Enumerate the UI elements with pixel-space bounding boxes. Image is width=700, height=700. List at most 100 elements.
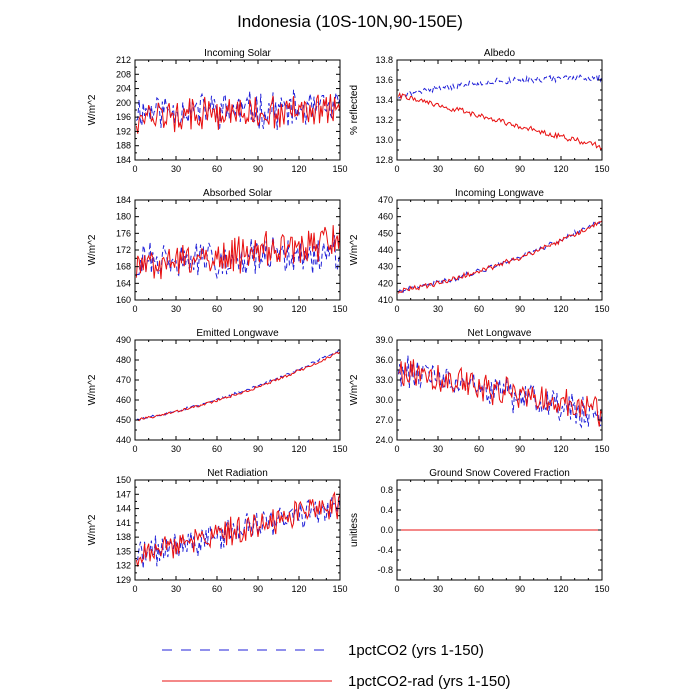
- y-tick-label-absorbed-solar: 168: [116, 262, 131, 272]
- y-tick-label-net-radiation: 150: [116, 475, 131, 485]
- x-tick-label-net-longwave: 0: [394, 444, 399, 454]
- x-tick-label-albedo: 0: [394, 164, 399, 174]
- x-tick-label-incoming-longwave: 0: [394, 304, 399, 314]
- x-tick-label-net-radiation: 150: [332, 584, 347, 594]
- series-line-1pctco2-rad-yrs-1-150-albedo: [397, 91, 602, 151]
- y-tick-label-incoming-longwave: 470: [378, 195, 393, 205]
- panel-title-absorbed-solar: Absorbed Solar: [203, 188, 273, 199]
- y-tick-label-incoming-longwave: 460: [378, 212, 393, 222]
- y-tick-label-incoming-solar: 196: [116, 112, 131, 122]
- series-line-1pctco2-rad-yrs-1-150-incoming-longwave: [397, 220, 602, 294]
- series-line-1pctco2-rad-yrs-1-150-net-radiation: [135, 491, 340, 567]
- y-tick-label-net-longwave: 24.0: [375, 435, 393, 445]
- y-tick-label-emitted-longwave: 440: [116, 435, 131, 445]
- x-tick-label-albedo: 120: [553, 164, 568, 174]
- x-tick-label-incoming-solar: 120: [291, 164, 306, 174]
- y-tick-label-incoming-longwave: 420: [378, 278, 393, 288]
- plot-frame-albedo: [396, 59, 603, 161]
- y-tick-label-ground-snow-covered-fraction: -0.8: [377, 565, 393, 575]
- x-tick-label-net-radiation: 60: [212, 584, 222, 594]
- y-axis-label-incoming-longwave: W/m^2: [349, 234, 360, 265]
- y-axis-label-net-radiation: W/m^2: [87, 514, 98, 545]
- y-tick-label-albedo: 12.8: [375, 155, 393, 165]
- y-axis-label-incoming-solar: W/m^2: [87, 94, 98, 125]
- y-axis-label-ground-snow-covered-fraction: unitless: [349, 513, 360, 547]
- x-tick-label-ground-snow-covered-fraction: 120: [553, 584, 568, 594]
- x-tick-label-absorbed-solar: 30: [171, 304, 181, 314]
- panel-title-albedo: Albedo: [484, 48, 516, 59]
- y-tick-label-incoming-longwave: 440: [378, 245, 393, 255]
- series-line-1pctco2-rad-yrs-1-150-incoming-solar: [135, 94, 340, 134]
- x-tick-label-absorbed-solar: 120: [291, 304, 306, 314]
- series-line-1pctco2-yrs-1-150-emitted-longwave: [136, 348, 340, 421]
- x-tick-label-net-radiation: 120: [291, 584, 306, 594]
- panel-title-ground-snow-covered-fraction: Ground Snow Covered Fraction: [429, 468, 570, 479]
- x-tick-label-net-radiation: 30: [171, 584, 181, 594]
- x-tick-label-absorbed-solar: 0: [132, 304, 137, 314]
- y-tick-label-net-radiation: 144: [116, 504, 131, 514]
- x-tick-label-ground-snow-covered-fraction: 60: [474, 584, 484, 594]
- y-tick-label-emitted-longwave: 460: [116, 395, 131, 405]
- x-tick-label-emitted-longwave: 60: [212, 444, 222, 454]
- y-tick-label-emitted-longwave: 450: [116, 415, 131, 425]
- y-tick-label-net-radiation: 135: [116, 546, 131, 556]
- y-tick-label-emitted-longwave: 470: [116, 375, 131, 385]
- x-tick-label-absorbed-solar: 150: [332, 304, 347, 314]
- y-tick-label-ground-snow-covered-fraction: -0.4: [377, 545, 393, 555]
- y-tick-label-absorbed-solar: 176: [116, 228, 131, 238]
- x-tick-label-incoming-solar: 60: [212, 164, 222, 174]
- y-tick-label-incoming-solar: 208: [116, 69, 131, 79]
- y-tick-label-incoming-solar: 184: [116, 155, 131, 165]
- x-tick-label-incoming-longwave: 60: [474, 304, 484, 314]
- series-line-1pctco2-yrs-1-150-net-radiation: [135, 496, 340, 569]
- x-tick-label-net-longwave: 30: [433, 444, 443, 454]
- panel-albedo: Albedo % reflected 0 30 60 90 120 150 12.8 13.0 13…: [349, 48, 610, 174]
- x-tick-label-incoming-solar: 150: [332, 164, 347, 174]
- x-tick-label-net-radiation: 0: [132, 584, 137, 594]
- y-tick-label-ground-snow-covered-fraction: 0.4: [380, 505, 393, 515]
- y-tick-label-albedo: 13.2: [375, 115, 393, 125]
- y-tick-label-albedo: 13.6: [375, 75, 393, 85]
- y-tick-label-net-radiation: 132: [116, 561, 131, 571]
- y-tick-label-albedo: 13.8: [375, 55, 393, 65]
- plot-frame-emitted-longwave: [134, 339, 341, 441]
- panel-absorbed-solar: Absorbed Solar W/m^2 0 30 60 90 120 150 160 164 16…: [87, 188, 348, 314]
- y-axis-label-absorbed-solar: W/m^2: [87, 234, 98, 265]
- panel-net-radiation: Net Radiation W/m^2 0 30 60 90 120 150 129 132 135…: [87, 468, 348, 594]
- series-line-1pctco2-rad-yrs-1-150-absorbed-solar: [135, 221, 340, 280]
- y-axis-label-net-longwave: W/m^2: [349, 374, 360, 405]
- x-tick-label-ground-snow-covered-fraction: 90: [515, 584, 525, 594]
- panel-title-emitted-longwave: Emitted Longwave: [196, 328, 279, 339]
- x-tick-label-net-radiation: 90: [253, 584, 263, 594]
- y-axis-label-albedo: % reflected: [349, 85, 360, 135]
- y-tick-label-net-longwave: 30.0: [375, 395, 393, 405]
- y-tick-label-ground-snow-covered-fraction: 0.8: [380, 485, 393, 495]
- y-tick-label-incoming-solar: 192: [116, 126, 131, 136]
- x-tick-label-incoming-solar: 0: [132, 164, 137, 174]
- y-tick-label-net-radiation: 138: [116, 532, 131, 542]
- y-tick-label-incoming-longwave: 410: [378, 295, 393, 305]
- x-tick-label-emitted-longwave: 30: [171, 444, 181, 454]
- x-tick-label-emitted-longwave: 120: [291, 444, 306, 454]
- series-line-1pctco2-yrs-1-150-absorbed-solar: [136, 235, 340, 280]
- x-tick-label-ground-snow-covered-fraction: 30: [433, 584, 443, 594]
- y-tick-label-net-radiation: 147: [116, 489, 131, 499]
- x-tick-label-emitted-longwave: 150: [332, 444, 347, 454]
- x-tick-label-net-longwave: 150: [594, 444, 609, 454]
- panel-ground-snow-covered-fraction: Ground Snow Covered Fraction unitless 0 30 6…: [349, 468, 610, 594]
- y-tick-label-incoming-solar: 212: [116, 55, 131, 65]
- x-tick-label-ground-snow-covered-fraction: 150: [594, 584, 609, 594]
- series-line-1pctco2-yrs-1-150-albedo: [398, 74, 602, 99]
- y-tick-label-absorbed-solar: 172: [116, 245, 131, 255]
- panel-title-net-longwave: Net Longwave: [468, 328, 532, 339]
- legend-label-1pctco2-rad: 1pctCO2-rad (yrs 1-150): [348, 673, 511, 690]
- y-tick-label-absorbed-solar: 160: [116, 295, 131, 305]
- y-tick-label-absorbed-solar: 180: [116, 212, 131, 222]
- y-tick-label-net-radiation: 141: [116, 518, 131, 528]
- y-tick-label-incoming-solar: 204: [116, 84, 131, 94]
- y-tick-label-incoming-solar: 188: [116, 141, 131, 151]
- x-tick-label-emitted-longwave: 0: [132, 444, 137, 454]
- x-tick-label-albedo: 150: [594, 164, 609, 174]
- y-tick-label-incoming-longwave: 450: [378, 228, 393, 238]
